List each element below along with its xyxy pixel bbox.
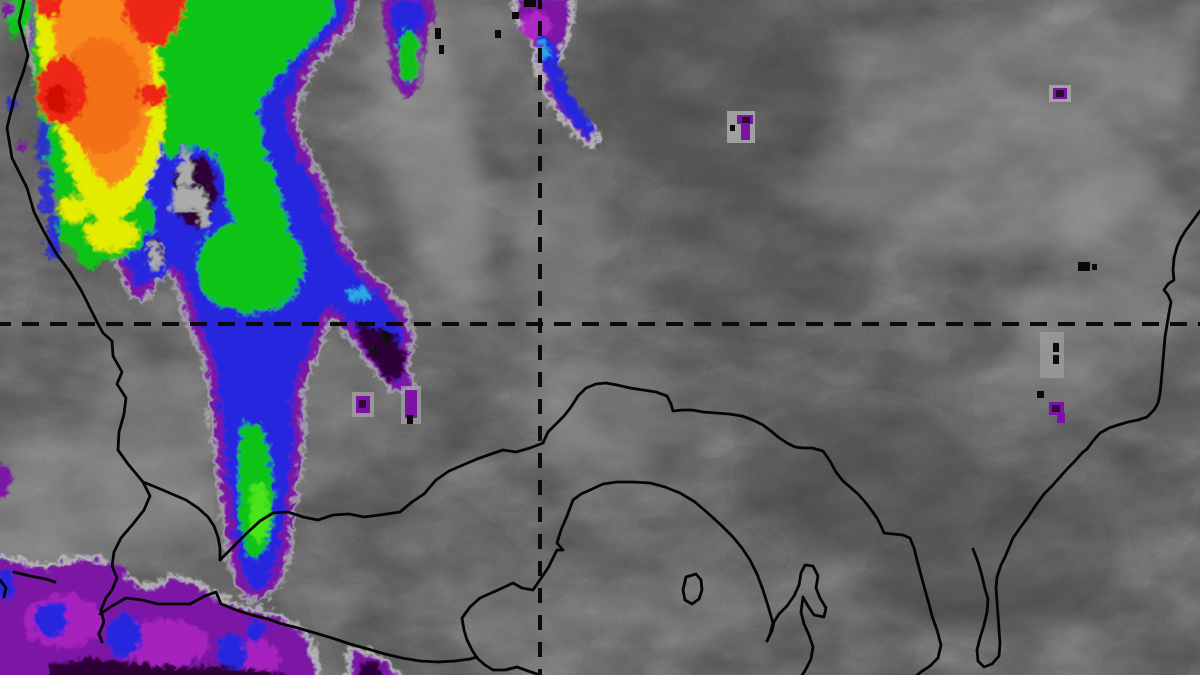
isolated-cold-pixel-specks — [352, 0, 1097, 424]
tail-bright-green — [246, 480, 266, 540]
cold-speck-dashes — [1040, 332, 1064, 378]
colorized-cold-cloud-overlay — [0, 0, 595, 675]
storm-red-spot — [136, 81, 164, 103]
cold-speck-t-shape — [727, 111, 755, 143]
se-dark-inner — [354, 656, 383, 675]
cold-speck-dot — [1049, 85, 1071, 102]
dark-speck — [495, 30, 501, 38]
coastline-colombia — [971, 209, 1200, 669]
dark-speck — [1092, 264, 1097, 270]
dark-speck — [524, 0, 536, 7]
dark-purple-wedge — [352, 318, 402, 379]
sw-blue-core — [102, 610, 138, 654]
dark-speck — [512, 12, 519, 19]
overshooting-top-eye — [159, 144, 223, 234]
coastline-pacific-costa-rica — [97, 480, 152, 644]
storm-green-mid — [193, 218, 301, 310]
cold-speck-purple-blob — [1037, 391, 1065, 423]
cold-black-pixel — [366, 345, 374, 352]
storm-green-area-right — [142, 0, 331, 304]
dark-speck — [1078, 262, 1090, 271]
coastline-edge-segment — [0, 578, 8, 599]
left-edge-cold-bits — [0, 0, 56, 493]
streak-green-core — [395, 26, 417, 78]
coastline-pacific-southwest — [98, 590, 479, 664]
dark-speck — [439, 45, 444, 54]
storm-red-top — [120, 0, 182, 44]
storm-yellow-spot-small — [55, 194, 85, 218]
coastline-short-segment — [12, 570, 57, 584]
coastline-inland-lagoon — [141, 480, 222, 562]
coastline-panama-north — [218, 381, 943, 675]
sw-dark-bottom — [45, 655, 284, 675]
storm-yellow-spot — [82, 214, 134, 248]
cyan-spot — [344, 284, 368, 298]
dark-speck — [435, 28, 441, 39]
cold-speck-pair — [352, 386, 421, 424]
coastline-pearl-island — [681, 572, 704, 606]
coastline-caribbean-west — [5, 0, 145, 484]
coastline-darien-hook — [765, 563, 828, 675]
sw-blue-core — [0, 567, 11, 597]
sw-blue-core — [242, 616, 262, 640]
storm-dark-red-core — [42, 82, 66, 110]
storm-deep-orange — [56, 34, 140, 150]
cold-black-pixel — [378, 331, 388, 339]
coastline-gulf-of-panama — [460, 480, 775, 675]
sw-blue-core — [32, 598, 64, 634]
streak-blue-tail — [535, 26, 591, 137]
storm-red-top-left — [32, 0, 61, 16]
sw-blue-core — [213, 630, 243, 670]
sw-purple-bit — [92, 560, 124, 582]
overshooting-top-eye-small — [136, 226, 170, 276]
